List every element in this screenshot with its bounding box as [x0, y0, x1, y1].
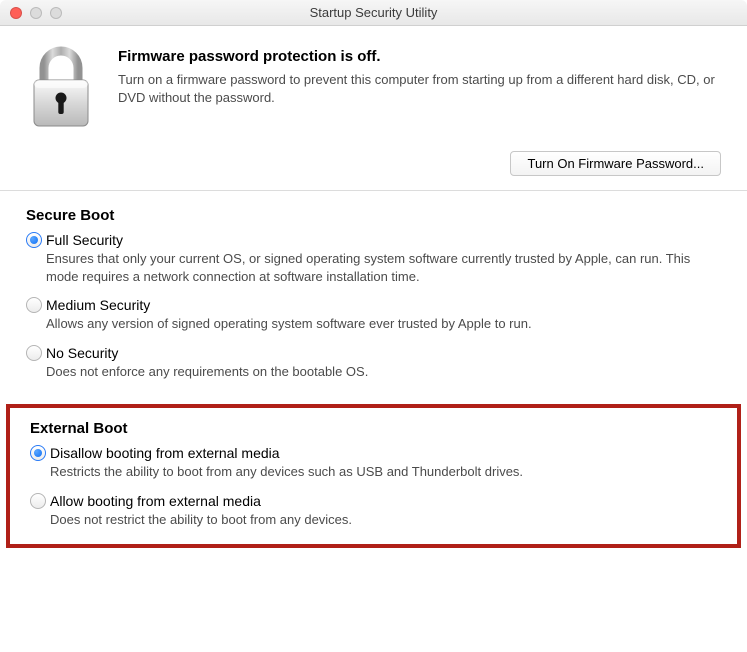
option-description: Does not enforce any requirements on the… — [46, 363, 721, 381]
firmware-description: Turn on a firmware password to prevent t… — [118, 71, 721, 106]
radio-disallow-external[interactable] — [30, 445, 46, 461]
titlebar: Startup Security Utility — [0, 0, 747, 26]
external-boot-option-allow: Allow booting from external media Does n… — [30, 493, 717, 529]
radio-allow-external[interactable] — [30, 493, 46, 509]
minimize-button — [30, 7, 42, 19]
zoom-button — [50, 7, 62, 19]
secure-boot-option-none: No Security Does not enforce any require… — [26, 345, 721, 381]
lock-icon — [26, 46, 96, 133]
radio-label[interactable]: Allow booting from external media — [50, 493, 261, 509]
close-button[interactable] — [10, 7, 22, 19]
secure-boot-option-full: Full Security Ensures that only your cur… — [26, 232, 721, 285]
traffic-lights — [0, 7, 62, 19]
secure-boot-section: Secure Boot Full Security Ensures that o… — [0, 191, 747, 404]
option-description: Allows any version of signed operating s… — [46, 315, 721, 333]
option-description: Ensures that only your current OS, or si… — [46, 250, 721, 285]
firmware-heading: Firmware password protection is off. — [118, 48, 721, 65]
window: Startup Security Utility — [0, 0, 747, 548]
secure-boot-option-medium: Medium Security Allows any version of si… — [26, 297, 721, 333]
firmware-text: Firmware password protection is off. Tur… — [118, 46, 721, 106]
external-boot-section: External Boot Disallow booting from exte… — [6, 404, 741, 548]
secure-boot-heading: Secure Boot — [26, 207, 721, 224]
window-title: Startup Security Utility — [0, 5, 747, 20]
firmware-section: Firmware password protection is off. Tur… — [0, 26, 747, 191]
radio-label[interactable]: Full Security — [46, 232, 123, 248]
option-description: Does not restrict the ability to boot fr… — [50, 511, 717, 529]
radio-full-security[interactable] — [26, 232, 42, 248]
external-boot-heading: External Boot — [30, 420, 717, 437]
external-boot-option-disallow: Disallow booting from external media Res… — [30, 445, 717, 481]
option-description: Restricts the ability to boot from any d… — [50, 463, 717, 481]
turn-on-firmware-password-button[interactable]: Turn On Firmware Password... — [510, 151, 721, 176]
radio-label[interactable]: Medium Security — [46, 297, 150, 313]
radio-medium-security[interactable] — [26, 297, 42, 313]
radio-no-security[interactable] — [26, 345, 42, 361]
radio-label[interactable]: Disallow booting from external media — [50, 445, 280, 461]
radio-label[interactable]: No Security — [46, 345, 118, 361]
